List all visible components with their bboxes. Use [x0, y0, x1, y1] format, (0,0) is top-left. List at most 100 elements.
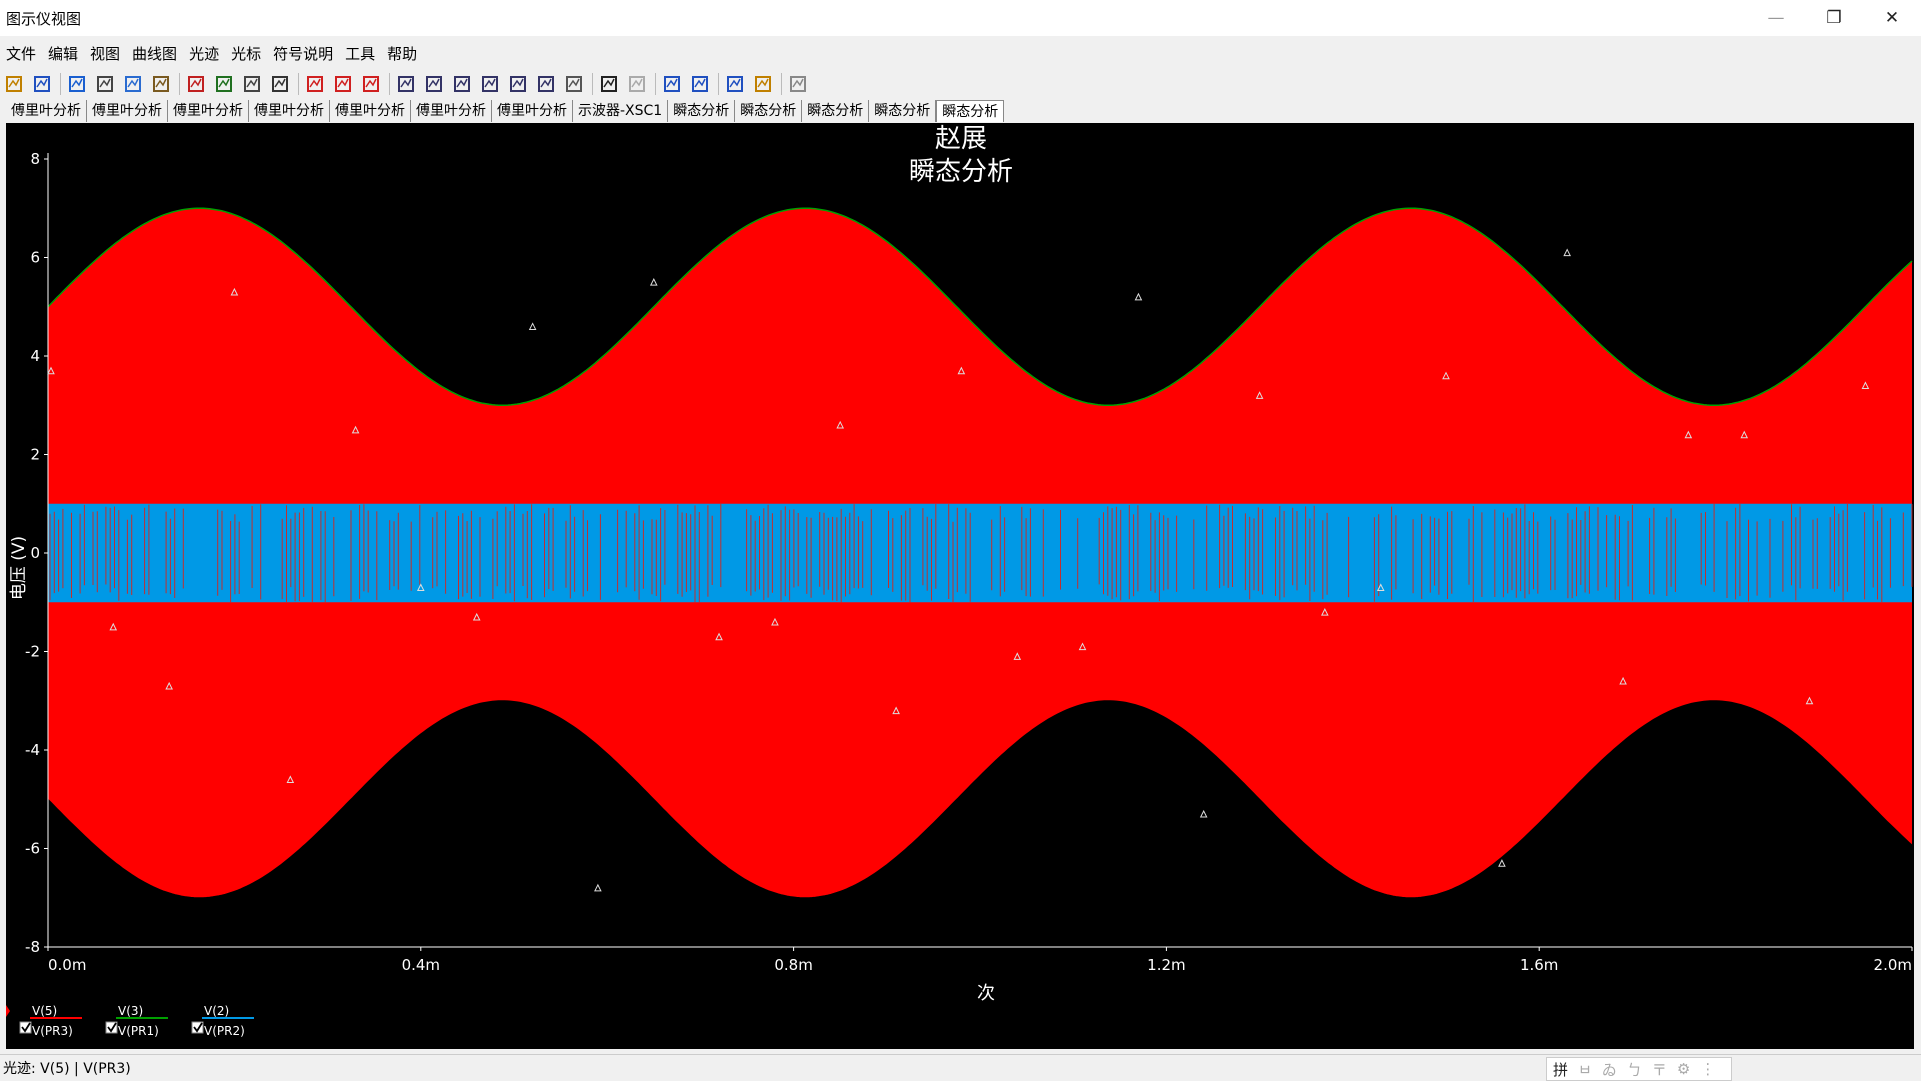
checkbox-check-icon [193, 1022, 203, 1033]
restore-button[interactable]: ❐ [1826, 8, 1842, 28]
status-text: 光迹: V(5) | V(PR3) [3, 1061, 131, 1077]
tab-9[interactable]: 瞬态分析 [735, 100, 803, 122]
menu-tools[interactable]: 工具 [345, 44, 376, 63]
toolbar-separator [60, 73, 61, 95]
tab-10[interactable]: 瞬态分析 [802, 100, 870, 122]
checkbox-check-icon [107, 1022, 117, 1033]
x-tick-label: 1.6m [1520, 956, 1558, 974]
legend-name: V(5) [32, 1004, 57, 1018]
label-icon[interactable] [625, 72, 649, 96]
menu-file[interactable]: 文件 [6, 44, 37, 63]
menu-edit[interactable]: 编辑 [48, 44, 79, 63]
copy-icon[interactable] [121, 72, 145, 96]
tab-5[interactable]: 傅里叶分析 [411, 100, 492, 122]
chart-svg: 8 6 4 2 0 -2 -4 -6 -8 0.0m 0.4m 0.8m 1.2m 1.6m 2.0m 赵展瞬… [6, 124, 1913, 1038]
pan-icon[interactable] [562, 72, 586, 96]
menu-legend[interactable]: 符号说明 [273, 44, 334, 63]
y-axis-label: 电压 (V) [9, 536, 29, 600]
plot-area[interactable]: 8 6 4 2 0 -2 -4 -6 -8 0.0m 0.4m 0.8m 1.2m 1.6m 2.0m 赵展瞬… [6, 123, 1914, 1049]
legend-pointer-icon [6, 1005, 10, 1017]
zoom-full-icon[interactable] [534, 72, 558, 96]
x-axis-label: 次 [977, 983, 995, 1004]
close-button[interactable]: ✕ [1884, 8, 1900, 28]
ime-settings-icon[interactable]: ⚙ [1676, 1060, 1691, 1078]
stop-icon[interactable] [786, 72, 810, 96]
line-points-icon[interactable] [359, 72, 383, 96]
zoom-area-icon[interactable] [450, 72, 474, 96]
save-icon[interactable] [30, 72, 54, 96]
y-tick-label: 8 [30, 150, 40, 168]
zoom-out-icon[interactable] [422, 72, 446, 96]
tab-11[interactable]: 瞬态分析 [869, 100, 937, 122]
legend-icon[interactable] [212, 72, 236, 96]
paste-graph-icon[interactable] [751, 72, 775, 96]
toolbar-separator [718, 73, 719, 95]
ime-item[interactable]: ㄅ [1626, 1060, 1642, 1079]
tab-8[interactable]: 瞬态分析 [668, 100, 736, 122]
grid-icon[interactable] [184, 72, 208, 96]
menu-view[interactable]: 视图 [90, 44, 121, 63]
menu-trace[interactable]: 光迹 [189, 44, 220, 63]
data-marker [1199, 809, 1208, 818]
text-icon[interactable] [597, 72, 621, 96]
legend-probe: V(PR3) [32, 1024, 73, 1038]
y-tick-label: 6 [30, 249, 40, 267]
cursor-trace-icon[interactable] [660, 72, 684, 96]
ime-mode[interactable]: 拼 [1553, 1060, 1569, 1079]
zoom-y-icon[interactable] [506, 72, 530, 96]
tab-1[interactable]: 傅里叶分析 [87, 100, 168, 122]
data-marker [957, 366, 966, 375]
y-tick-label: 0 [30, 544, 40, 562]
menu-help[interactable]: 帮助 [387, 44, 418, 63]
line-trace-icon[interactable] [303, 72, 327, 96]
y-tick-label: -2 [25, 643, 40, 661]
histogram-icon[interactable] [240, 72, 264, 96]
legend-checkbox [191, 1021, 204, 1034]
ime-more-icon[interactable]: ⋮ [1700, 1060, 1716, 1078]
toolbar-separator [389, 73, 390, 95]
data-marker [109, 622, 118, 631]
menu-cursor[interactable]: 光标 [231, 44, 262, 63]
zoom-in-icon[interactable] [394, 72, 418, 96]
series-v3-upper-line [47, 207, 1913, 406]
copy-graph-icon[interactable] [723, 72, 747, 96]
zoom-x-icon[interactable] [478, 72, 502, 96]
export-icon[interactable] [688, 72, 712, 96]
open-icon[interactable] [2, 72, 26, 96]
series-v5-stripes [49, 503, 1913, 603]
toolbar-separator [298, 73, 299, 95]
tab-12[interactable]: 瞬态分析 [936, 100, 1005, 122]
title-bar: 图示仪视图 — ❐ ✕ [0, 0, 1921, 36]
data-marker [1740, 430, 1749, 439]
overlay-icon[interactable] [268, 72, 292, 96]
ime-item[interactable]: ゐ [1601, 1060, 1617, 1079]
menu-graph[interactable]: 曲线图 [132, 44, 178, 63]
y-tick-label: -6 [25, 840, 40, 858]
data-marker [416, 583, 425, 591]
paste-icon[interactable] [149, 72, 173, 96]
tab-7[interactable]: 示波器-XSC1 [573, 100, 669, 122]
data-marker [165, 681, 173, 690]
toolbar-separator [179, 73, 180, 95]
tab-0[interactable]: 傅里叶分析 [6, 100, 87, 122]
ime-item[interactable]: ㅂ [1578, 1060, 1592, 1079]
data-marker [771, 617, 779, 626]
series-v2-band [48, 503, 1912, 603]
tab-4[interactable]: 傅里叶分析 [330, 100, 411, 122]
points-icon[interactable] [331, 72, 355, 96]
tab-6[interactable]: 傅里叶分析 [492, 100, 573, 122]
minimize-button[interactable]: — [1767, 8, 1785, 28]
chart-title: 赵展 [935, 124, 987, 154]
undo-icon[interactable] [65, 72, 89, 96]
tab-3[interactable]: 傅里叶分析 [249, 100, 330, 122]
cut-icon[interactable] [93, 72, 117, 96]
data-marker [1321, 607, 1329, 616]
data-marker [1563, 248, 1571, 257]
legend-probe: V(PR1) [118, 1024, 159, 1038]
data-marker [1498, 859, 1506, 867]
ime-item[interactable]: 〒 [1651, 1060, 1667, 1079]
toolbar-separator [655, 73, 656, 95]
data-marker [1619, 676, 1627, 685]
x-tick-label: 1.2m [1147, 956, 1185, 974]
tab-2[interactable]: 傅里叶分析 [168, 100, 249, 122]
